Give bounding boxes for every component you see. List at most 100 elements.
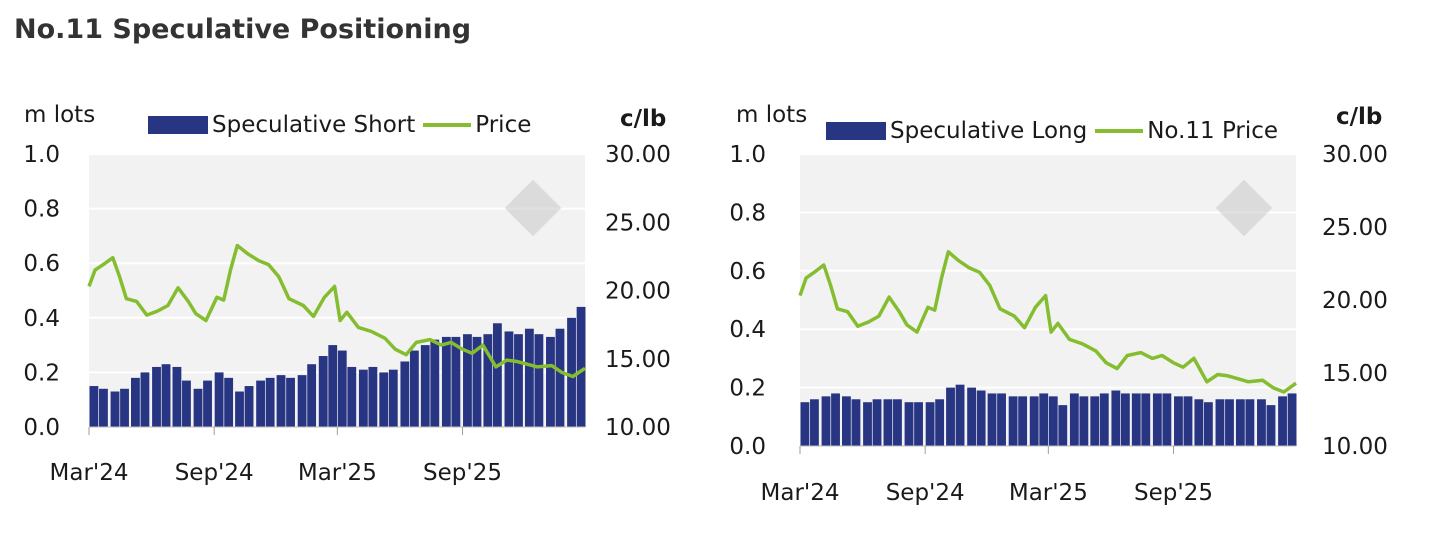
y-left-tick-label: 0.0 — [23, 415, 60, 441]
bar — [546, 336, 555, 427]
y-left-tick-label: 0.8 — [23, 197, 60, 223]
chart-svg: 0.0 0.2 0.4 0.6 0.8 1.0 10.00 15.00 20.00 25.00 30… — [23, 142, 671, 486]
bar — [463, 334, 472, 427]
bar — [524, 328, 534, 427]
bar — [379, 372, 389, 427]
bar — [567, 317, 576, 427]
watermark-logo — [1215, 179, 1273, 237]
chart-panel-long: 0.0 0.2 0.4 0.6 0.8 1.0 10.00 15.00 20.00 25.00 30… — [718, 90, 1436, 530]
page-title: No.11 Speculative Positioning — [14, 14, 472, 45]
bar — [1194, 399, 1204, 446]
bar — [997, 393, 1006, 446]
bar — [514, 334, 523, 427]
x-tick-label: Mar'24 — [761, 480, 840, 506]
bar — [256, 380, 266, 427]
bar — [244, 386, 254, 427]
bar — [1079, 396, 1089, 446]
bar — [555, 328, 565, 427]
chart-svg: 0.0 0.2 0.4 0.6 0.8 1.0 10.00 15.00 20.00 25.00 30… — [729, 142, 1388, 506]
bar — [214, 372, 224, 427]
y-right-tick-label: 15.00 — [605, 347, 671, 373]
bar — [1029, 396, 1039, 446]
bar — [328, 345, 338, 427]
bar — [810, 399, 819, 446]
legend-line-swatch — [423, 123, 472, 127]
bar — [1287, 393, 1297, 446]
bar — [1174, 396, 1183, 446]
legend: Speculative Short Price — [148, 112, 531, 138]
bar — [863, 402, 872, 446]
y-left-tick-label: 1.0 — [729, 142, 766, 168]
y-right-tick-label: 30.00 — [605, 142, 671, 168]
bar — [1215, 399, 1225, 446]
bar — [337, 350, 347, 427]
x-tick-label: Sep'24 — [886, 480, 965, 506]
bar — [1069, 393, 1079, 446]
bar — [131, 377, 140, 427]
bar — [1111, 390, 1121, 446]
bar — [1039, 393, 1049, 446]
bar — [451, 336, 461, 427]
bar — [120, 388, 129, 427]
y-left-tick-label: 0.8 — [729, 200, 766, 226]
x-tick-label: Sep'24 — [175, 460, 254, 486]
y-left-tick-label: 0.4 — [729, 317, 766, 343]
legend-line-label: Price — [475, 112, 532, 138]
bar — [821, 396, 831, 446]
bar — [576, 306, 586, 427]
legend-line-swatch — [1095, 129, 1144, 133]
bar — [110, 391, 120, 427]
bar — [935, 399, 945, 446]
bar — [504, 331, 514, 427]
y-right-tick-label: 25.00 — [1322, 215, 1388, 241]
left-axis-unit: m lots — [24, 102, 96, 128]
bar — [1099, 393, 1109, 446]
bar — [409, 350, 419, 427]
bar — [1266, 405, 1276, 446]
price-line — [87, 243, 586, 379]
x-tick-label: Mar'25 — [298, 460, 377, 486]
bar — [286, 377, 295, 427]
bar — [388, 369, 398, 427]
bar — [1245, 399, 1255, 446]
y-left-tick-label: 0.4 — [23, 306, 60, 332]
price-line — [798, 250, 1298, 394]
bar — [1058, 405, 1068, 446]
x-tick-label: Mar'25 — [1009, 480, 1088, 506]
bar — [914, 402, 923, 446]
bar — [976, 390, 986, 446]
bar — [400, 361, 410, 427]
bar — [307, 364, 317, 427]
bar — [1257, 399, 1266, 446]
bar — [1141, 393, 1151, 446]
bar — [235, 391, 244, 427]
bar — [955, 384, 965, 446]
bar — [1131, 393, 1141, 446]
y-left-tick-label: 0.2 — [23, 360, 60, 386]
y-left-tick-label: 0.6 — [23, 251, 60, 277]
bar — [420, 345, 430, 427]
bar — [492, 323, 502, 427]
bar — [140, 372, 150, 427]
bar — [1162, 393, 1172, 446]
y-right-tick-label: 10.00 — [605, 415, 671, 441]
y-right-tick-label: 25.00 — [605, 210, 671, 236]
legend-bar-swatch — [826, 122, 886, 140]
right-axis-unit: c/lb — [1336, 104, 1383, 130]
x-tick-label: Sep'25 — [423, 460, 502, 486]
bar — [1152, 393, 1162, 446]
bar — [89, 386, 99, 427]
legend-line-label: No.11 Price — [1147, 118, 1279, 144]
bar — [172, 366, 182, 427]
legend-bar-swatch — [148, 116, 208, 134]
legend: Speculative Long No.11 Price — [826, 118, 1278, 144]
bar — [1048, 396, 1058, 446]
bar — [893, 399, 902, 446]
bar — [1225, 399, 1234, 446]
y-right-tick-label: 30.00 — [1322, 142, 1388, 168]
bar — [987, 393, 997, 446]
bar — [182, 380, 191, 427]
bar — [967, 387, 977, 446]
chart-panel-short: 0.0 0.2 0.4 0.6 0.8 1.0 10.00 15.00 20.00 25.00 30… — [0, 90, 718, 530]
y-right-tick-label: 10.00 — [1322, 434, 1388, 460]
